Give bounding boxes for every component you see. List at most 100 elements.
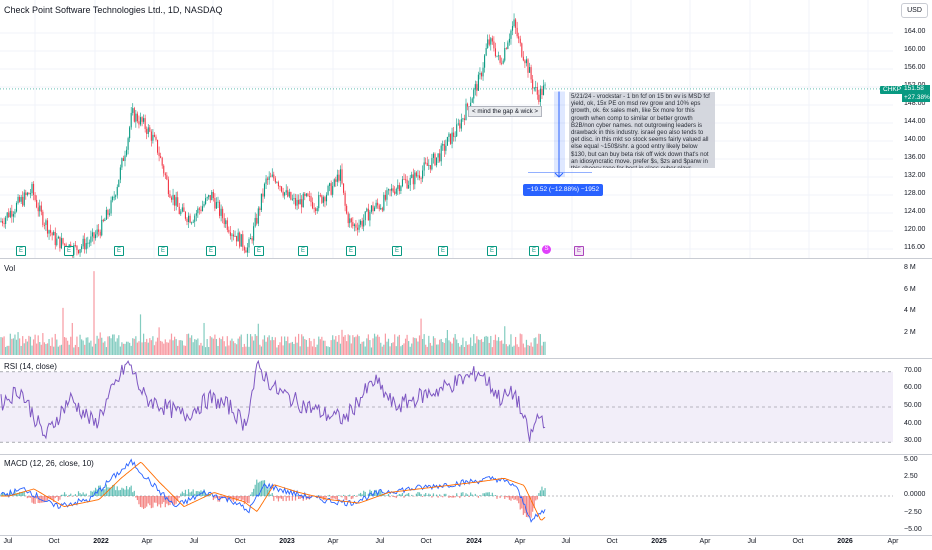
gap-note[interactable]: < mind the gap & wick > [468,106,543,117]
candle-body [33,183,35,195]
candle-body [177,197,179,207]
macd-histogram-bar [43,496,45,503]
macd-histogram-bar [82,492,84,496]
candle-body [211,191,213,201]
candle-body [200,209,202,211]
candle-body [322,197,324,203]
macd-histogram-bar [510,496,512,501]
macd-histogram-bar [474,493,476,496]
candle-body [85,243,87,250]
earnings-badge[interactable]: E [392,246,402,256]
idea-annotation[interactable]: 5/21/24 - vrockstar - 1 bn fcf on 15 bn … [569,92,715,168]
candle-body [285,190,287,193]
macd-label[interactable]: MACD (12, 26, close, 10) [4,459,94,468]
candle-body [84,238,86,250]
candle-body [188,215,190,223]
currency-button[interactable]: USD [901,3,928,18]
macd-histogram-bar [259,481,261,496]
earnings-badge[interactable]: E [64,246,74,256]
earnings-badge[interactable]: E [487,246,497,256]
candle-body [87,242,89,244]
pane-divider[interactable] [0,358,932,359]
axis-tick-label: 30.00 [904,437,922,445]
volume-bar [198,345,200,355]
volume-bar [14,334,16,355]
candle-body [327,185,329,195]
volume-bar [260,346,262,355]
macd-histogram-bar [245,496,247,503]
macd-histogram-bar [363,490,365,496]
volume-bar [228,345,230,355]
time-tick-label: Oct [234,538,246,545]
earnings-badge[interactable]: E [158,246,168,256]
macd-histogram-bar [191,491,193,496]
macd-histogram-bar [361,494,363,496]
volume-bar [223,341,225,355]
candle-body [352,222,354,227]
candle-body [375,202,377,208]
pane-divider[interactable] [0,258,932,259]
earnings-badge[interactable]: E [114,246,124,256]
volume-bar [504,326,506,355]
volume-bar [51,337,53,355]
volume-bar [291,341,293,355]
candle-body [240,234,242,247]
volume-bar [57,346,59,355]
candle-body [387,189,390,191]
macd-histogram-bar [132,492,134,496]
price-chart-svg[interactable] [0,0,932,258]
candle-body [3,223,5,224]
volume-bar [288,343,290,355]
measure-label[interactable]: −19.52 (−12.88%) −1952 [523,184,604,196]
volume-bar [121,342,123,355]
candle-body [81,246,83,250]
upcoming-earnings-badge[interactable]: E [574,246,584,256]
volume-bar [310,341,312,355]
candle-body [522,56,524,61]
macd-histogram-bar [6,493,8,496]
earnings-badge[interactable]: E [206,246,216,256]
volume-bar [242,347,244,355]
earnings-badge[interactable]: E [16,246,26,256]
volume-bar [296,342,298,355]
volume-bar [65,337,67,355]
pane-divider[interactable] [0,454,932,455]
candle-body [498,55,500,57]
volume-label[interactable]: Vol [4,264,16,273]
earnings-badge[interactable]: E [438,246,448,256]
volume-bar [414,337,416,355]
earnings-badge[interactable]: E [529,246,539,256]
earnings-badge[interactable]: E [298,246,308,256]
candle-body [408,184,410,189]
macd-histogram-bar [234,496,236,500]
candle-body [276,182,278,184]
volume-bar [423,334,425,355]
volume-bar [285,341,287,355]
candle-body [544,84,546,86]
macd-histogram-bar [350,496,352,500]
macd-histogram-bar [0,494,2,496]
price-pane[interactable]: Check Point Software Technologies Ltd., … [0,0,932,258]
volume-bar [355,336,357,355]
candle-body [37,207,39,212]
candle-body [124,155,126,161]
macd-histogram-bar [45,496,47,502]
rsi-pane[interactable]: RSI (14, close) 70.00 60.00 50.00 40.00 30.0… [0,359,932,454]
split-badge[interactable]: S [542,245,551,254]
macd-histogram-bar [418,492,421,496]
candle-body [423,162,425,171]
earnings-badge[interactable]: E [346,246,356,256]
macd-histogram-bar [411,494,413,496]
volume-bar [409,346,411,355]
earnings-badge[interactable]: E [254,246,264,256]
candle-body [29,193,31,195]
rsi-label[interactable]: RSI (14, close) [4,362,57,371]
time-tick-label: Oct [420,538,432,545]
volume-pane[interactable]: Vol 8 M 6 M 4 M 2 M [0,259,932,358]
candle-body [344,192,346,206]
candle-body [254,217,256,227]
macd-histogram-bar [285,496,287,502]
macd-pane[interactable]: MACD (12, 26, close, 10) 5.00 2.50 0.0000 −… [0,455,932,535]
axis-tick-label: 140.00 [904,136,926,143]
volume-bar [124,343,126,355]
